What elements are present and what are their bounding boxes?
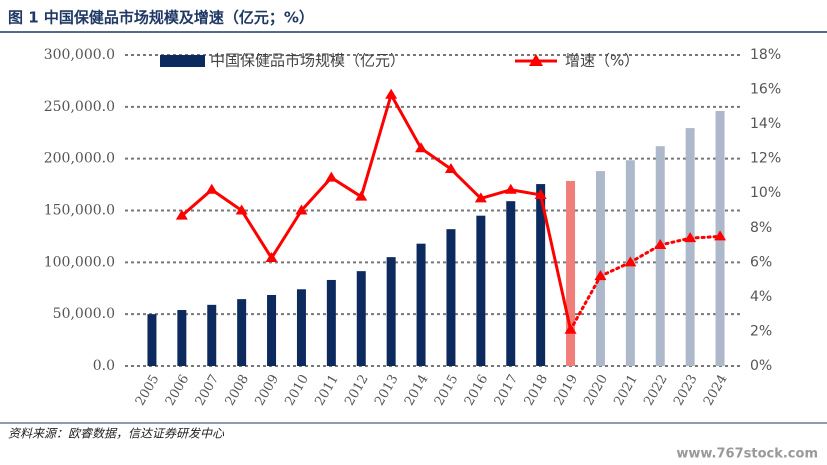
x-tick-label: 2018 <box>522 372 552 408</box>
y2-tick-label: 12% <box>750 151 781 167</box>
y2-tick-label: 10% <box>750 185 781 201</box>
line-segment <box>180 188 214 218</box>
y2-tick-label: 4% <box>750 289 772 305</box>
line-marker <box>355 190 368 201</box>
y2-tick-label: 18% <box>750 47 781 63</box>
bar <box>237 299 247 366</box>
line-marker <box>504 183 517 194</box>
line-segment <box>539 193 573 332</box>
line-marker <box>444 163 457 174</box>
bar <box>207 304 217 366</box>
y2-tick-label: 8% <box>750 220 772 236</box>
line-segment <box>569 274 602 332</box>
legend-swatch <box>160 55 205 67</box>
x-tick-label: 2023 <box>671 372 701 408</box>
line-marker <box>594 270 607 281</box>
x-tick-label: 2005 <box>133 372 163 408</box>
x-tick-label: 2021 <box>611 372 641 408</box>
y2-tick-label: 0% <box>750 358 772 374</box>
line-segment <box>598 260 632 278</box>
line-segment <box>658 236 692 247</box>
x-tick-label: 2009 <box>253 372 283 408</box>
line-marker <box>474 192 487 203</box>
y-tick-label: 200,000.0 <box>44 151 115 167</box>
x-tick-label: 2022 <box>641 372 671 408</box>
bar <box>506 201 516 366</box>
bar <box>446 229 456 366</box>
bar <box>267 294 277 366</box>
y2-tick-label: 16% <box>750 82 781 98</box>
y2-tick-label: 6% <box>750 254 772 270</box>
line-segment <box>359 93 393 199</box>
line-marker <box>265 252 278 263</box>
x-tick-label: 2011 <box>312 372 342 408</box>
line-marker <box>295 204 308 215</box>
bar <box>536 184 546 366</box>
x-tick-label: 2006 <box>163 372 193 408</box>
bar <box>476 215 486 366</box>
line-segment <box>688 234 722 240</box>
bar <box>296 289 306 366</box>
y-tick-label: 150,000.0 <box>44 203 115 219</box>
x-tick-label: 2016 <box>462 372 492 408</box>
line-marker <box>714 230 727 241</box>
x-tick-label: 2017 <box>492 372 522 408</box>
x-tick-label: 2024 <box>701 372 731 408</box>
legend-label: 增速（%） <box>565 52 639 70</box>
bar <box>416 243 426 366</box>
line-segment <box>479 188 513 200</box>
chart-title: 图 1 中国保健品市场规模及增速（亿元；%） <box>8 9 314 27</box>
bar <box>386 257 396 366</box>
line-marker <box>205 183 218 194</box>
line-marker <box>415 142 428 153</box>
line-segment <box>240 209 274 260</box>
line-marker <box>235 204 248 215</box>
x-tick-label: 2015 <box>432 372 462 408</box>
legend-marker <box>529 54 543 66</box>
x-tick-label: 2014 <box>402 372 432 408</box>
line-marker <box>654 239 667 250</box>
x-tick-label: 2008 <box>223 372 253 408</box>
bar <box>655 146 665 366</box>
bar <box>326 279 336 366</box>
bar <box>595 171 605 366</box>
line-marker <box>175 209 188 220</box>
bar <box>566 180 576 366</box>
line-segment <box>389 93 423 150</box>
x-tick-label: 2007 <box>193 372 223 408</box>
bar <box>177 310 187 366</box>
watermark: www.767stock.com <box>676 447 818 462</box>
line-marker <box>684 232 697 243</box>
x-tick-label: 2012 <box>342 372 372 408</box>
line-segment <box>270 209 303 260</box>
y2-tick-label: 14% <box>750 116 781 132</box>
legend-label: 中国保健品市场规模（亿元） <box>210 52 405 70</box>
line-marker <box>325 171 338 182</box>
y-tick-label: 0.0 <box>93 358 115 374</box>
y-tick-label: 300,000.0 <box>44 47 115 63</box>
x-tick-label: 2019 <box>552 372 582 408</box>
y-tick-label: 100,000.0 <box>44 254 115 270</box>
x-tick-label: 2010 <box>282 372 312 408</box>
line-marker <box>624 256 637 267</box>
line-segment <box>509 188 543 197</box>
line-marker <box>385 88 398 99</box>
line-marker <box>534 188 547 199</box>
line-marker <box>564 323 577 334</box>
x-tick-label: 2013 <box>372 372 402 408</box>
bar <box>356 271 366 366</box>
y-tick-label: 50,000.0 <box>53 306 115 322</box>
bar <box>147 314 157 366</box>
bar <box>685 128 695 366</box>
source: 资料来源：欧睿数据，信达证券研发中心 <box>8 427 225 441</box>
y-tick-label: 250,000.0 <box>44 99 115 115</box>
y2-tick-label: 2% <box>750 323 772 339</box>
x-tick-label: 2020 <box>581 372 611 408</box>
line-segment <box>299 176 333 212</box>
line-segment <box>449 167 483 200</box>
